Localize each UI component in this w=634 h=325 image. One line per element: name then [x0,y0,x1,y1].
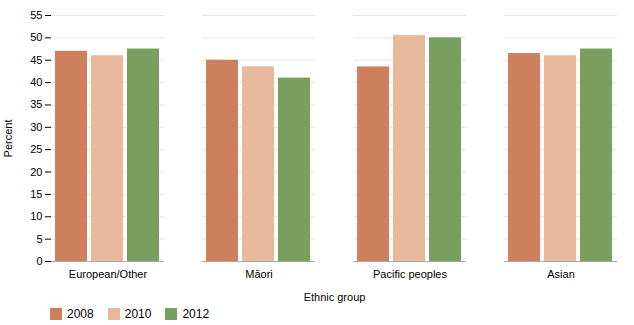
svg-text:European/Other: European/Other [69,268,148,280]
svg-text:30: 30 [30,121,42,133]
svg-text:35: 35 [30,98,42,110]
svg-text:Asian: Asian [547,268,575,280]
svg-text:50: 50 [30,31,42,43]
svg-text:15: 15 [30,188,42,200]
svg-text:Percent: Percent [2,120,14,158]
svg-text:Pacific peoples: Pacific peoples [373,268,447,280]
svg-text:10: 10 [30,210,42,222]
svg-text:20: 20 [30,166,42,178]
svg-text:0: 0 [36,255,42,267]
svg-text:40: 40 [30,76,42,88]
svg-text:45: 45 [30,54,42,66]
svg-text:25: 25 [30,143,42,155]
svg-text:Ethnic group: Ethnic group [304,291,366,303]
html-text:2012: 2012 [182,307,210,321]
html-text:2010: 2010 [124,307,152,321]
svg-text:55: 55 [30,9,42,21]
svg-text:5: 5 [36,233,42,245]
html-text:2008: 2008 [67,307,94,321]
svg-text:Māori: Māori [245,268,273,280]
